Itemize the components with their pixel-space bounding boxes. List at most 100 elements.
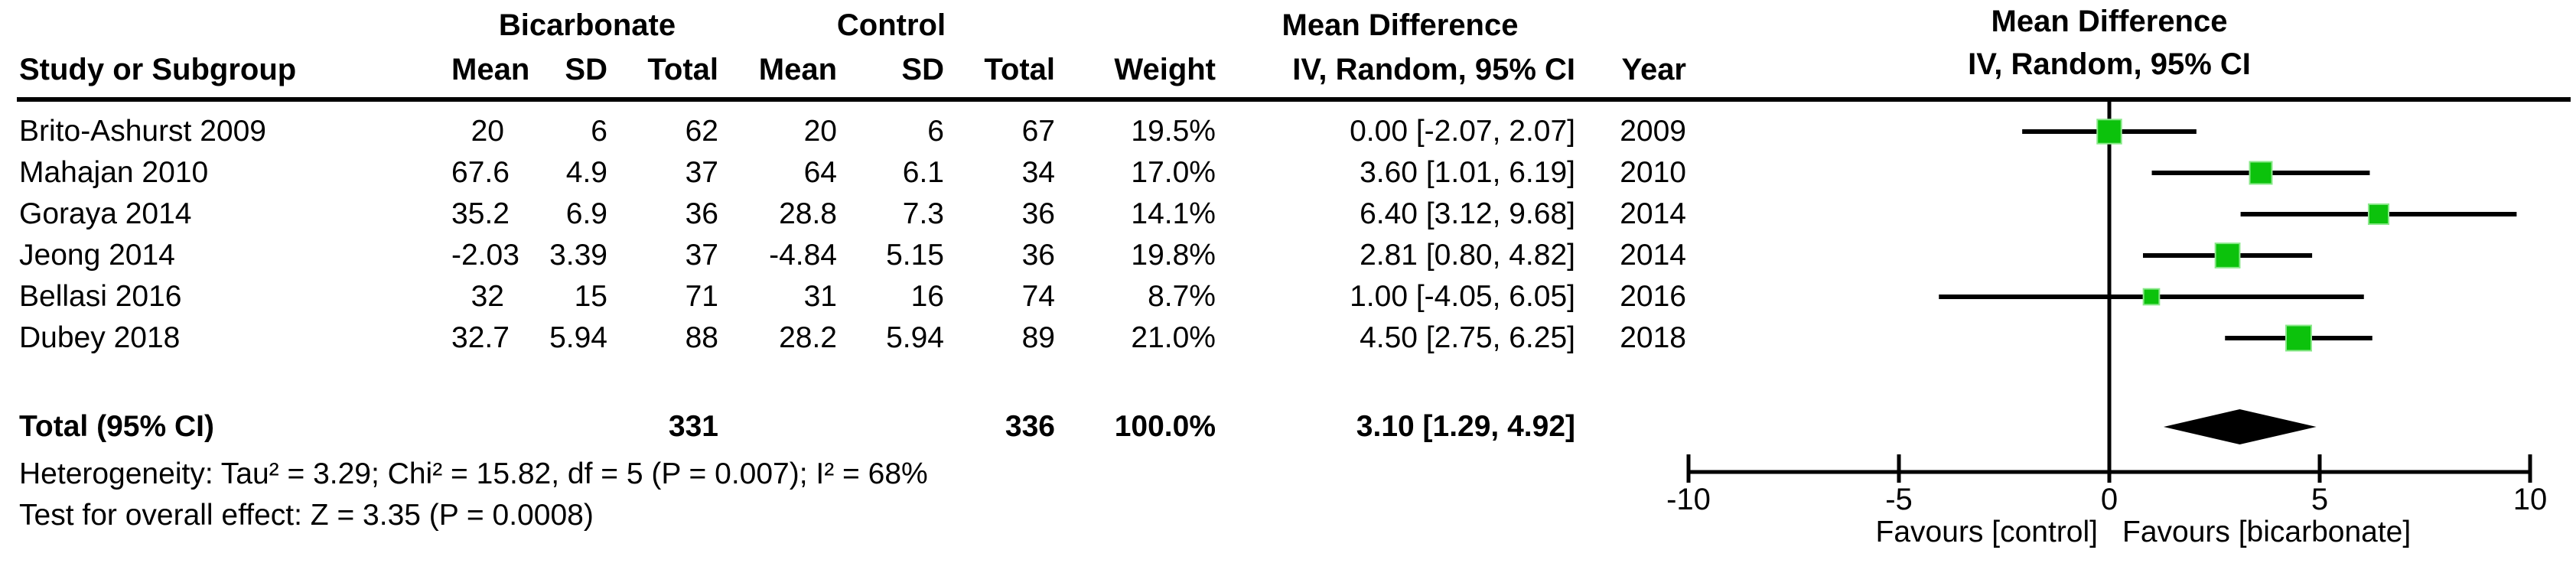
effect-square bbox=[2096, 119, 2122, 145]
col-header-ctrl-sd: SD bbox=[901, 52, 944, 86]
ctrl-sd: 5.15 bbox=[886, 239, 944, 272]
favours-left-label: Favours [control] bbox=[1876, 516, 2098, 548]
bic-mean: 20 bbox=[471, 115, 504, 148]
ctrl-mean: -4.84 bbox=[769, 239, 837, 272]
x-tick-label: 5 bbox=[2311, 483, 2328, 516]
col-header-weight: Weight bbox=[1114, 52, 1216, 86]
bic-mean: 67.6 bbox=[451, 156, 510, 189]
effect-square bbox=[2214, 242, 2241, 268]
total-md-ci: 3.10 [1.29, 4.92] bbox=[1356, 410, 1575, 443]
weight: 8.7% bbox=[1148, 280, 1216, 313]
ctrl-total: 74 bbox=[1021, 280, 1055, 313]
effect-square bbox=[2249, 161, 2273, 185]
bic-sd: 15 bbox=[574, 280, 607, 313]
ctrl-total: 36 bbox=[1021, 239, 1055, 272]
study-row: Dubey 2018 32.7 5.94 88 28.2 5.94 89 21.0% 4.50 … bbox=[0, 317, 1691, 359]
col-header-year: Year bbox=[1621, 52, 1686, 86]
col-header-ctrl-mean: Mean bbox=[758, 52, 837, 86]
year: 2014 bbox=[1620, 197, 1686, 230]
ctrl-sd: 6.1 bbox=[902, 156, 944, 189]
col-header-bic-total: Total bbox=[647, 52, 718, 86]
study-name: Dubey 2018 bbox=[19, 321, 181, 354]
column-header-row: Study or Subgroup Mean SD Total Mean SD … bbox=[0, 49, 1691, 90]
year: 2016 bbox=[1620, 280, 1686, 313]
ctrl-mean: 28.2 bbox=[779, 321, 837, 354]
effect-measure-label: Mean Difference bbox=[1281, 8, 1519, 42]
ctrl-sd: 7.3 bbox=[902, 197, 944, 230]
col-header-study: Study or Subgroup bbox=[19, 52, 297, 86]
group-label-bicarbonate: Bicarbonate bbox=[498, 8, 676, 42]
study-row: Bellasi 2016 32 15 71 31 16 74 8.7% 1.00 [-4.05,… bbox=[0, 276, 1691, 317]
total-row: Total (95% CI) 331 336 100.0% 3.10 [1.29… bbox=[0, 406, 1691, 447]
ctrl-sd: 5.94 bbox=[886, 321, 944, 354]
md-ci: 4.50 [2.75, 6.25] bbox=[1360, 321, 1575, 354]
col-header-bic-sd: SD bbox=[565, 52, 607, 86]
effect-square bbox=[2142, 288, 2161, 306]
x-tick-label: -10 bbox=[1666, 483, 1711, 516]
bic-total: 37 bbox=[685, 239, 718, 272]
heterogeneity-stats: Heterogeneity: Tau² = 3.29; Chi² = 15.82… bbox=[19, 457, 928, 490]
effect-square bbox=[2367, 203, 2390, 226]
study-name: Goraya 2014 bbox=[19, 197, 192, 230]
plot-header-line2: IV, Random, 95% CI bbox=[1968, 47, 2251, 81]
md-ci: 3.60 [1.01, 6.19] bbox=[1360, 156, 1575, 189]
total-ctrl-n: 336 bbox=[1005, 410, 1055, 443]
total-diamond bbox=[2163, 409, 2317, 444]
weight: 21.0% bbox=[1131, 321, 1216, 354]
ctrl-sd: 6 bbox=[927, 115, 944, 148]
ctrl-mean: 28.8 bbox=[779, 197, 837, 230]
bic-total: 71 bbox=[685, 280, 718, 313]
bic-total: 36 bbox=[685, 197, 718, 230]
ctrl-total: 89 bbox=[1021, 321, 1055, 354]
md-ci: 1.00 [-4.05, 6.05] bbox=[1350, 280, 1575, 313]
study-name: Bellasi 2016 bbox=[19, 280, 182, 313]
ctrl-sd: 16 bbox=[910, 280, 944, 313]
study-name: Brito-Ashurst 2009 bbox=[19, 115, 266, 148]
bic-mean: -2.03 bbox=[451, 239, 519, 272]
ctrl-mean: 31 bbox=[803, 280, 837, 313]
weight: 19.5% bbox=[1131, 115, 1216, 148]
bic-sd: 6 bbox=[591, 115, 607, 148]
favours-right-label: Favours [bicarbonate] bbox=[2122, 516, 2411, 548]
bic-sd: 5.94 bbox=[549, 321, 607, 354]
col-header-ctrl-total: Total bbox=[984, 52, 1055, 86]
md-ci: 6.40 [3.12, 9.68] bbox=[1360, 197, 1575, 230]
x-tick-label: -5 bbox=[1885, 483, 1913, 516]
bic-mean: 32.7 bbox=[451, 321, 510, 354]
ctrl-total: 67 bbox=[1021, 115, 1055, 148]
ctrl-total: 36 bbox=[1021, 197, 1055, 230]
weight: 19.8% bbox=[1131, 239, 1216, 272]
total-weight: 100.0% bbox=[1114, 410, 1216, 443]
x-tick-label: 10 bbox=[2513, 483, 2548, 516]
ctrl-total: 34 bbox=[1021, 156, 1055, 189]
plot-header-line1: Mean Difference bbox=[1991, 5, 2228, 38]
bic-mean: 32 bbox=[471, 280, 504, 313]
bic-sd: 6.9 bbox=[565, 197, 607, 230]
year: 2009 bbox=[1620, 115, 1686, 148]
year: 2014 bbox=[1620, 239, 1686, 272]
total-label: Total (95% CI) bbox=[19, 410, 214, 443]
weight: 17.0% bbox=[1131, 156, 1216, 189]
md-ci: 0.00 [-2.07, 2.07] bbox=[1350, 115, 1575, 148]
md-ci: 2.81 [0.80, 4.82] bbox=[1360, 239, 1575, 272]
total-bic-n: 331 bbox=[668, 410, 718, 443]
bic-sd: 3.39 bbox=[549, 239, 607, 272]
study-row: Mahajan 2010 67.6 4.9 37 64 6.1 34 17.0% 3.60 [1… bbox=[0, 152, 1691, 194]
header-divider-line bbox=[17, 97, 2571, 102]
year: 2010 bbox=[1620, 156, 1686, 189]
bic-total: 62 bbox=[685, 115, 718, 148]
study-name: Jeong 2014 bbox=[19, 239, 175, 272]
study-name: Mahajan 2010 bbox=[19, 156, 209, 189]
ctrl-mean: 64 bbox=[803, 156, 837, 189]
weight: 14.1% bbox=[1131, 197, 1216, 230]
study-row: Goraya 2014 35.2 6.9 36 28.8 7.3 36 14.1% 6.40 [… bbox=[0, 194, 1691, 235]
year: 2018 bbox=[1620, 321, 1686, 354]
group-label-control: Control bbox=[836, 8, 946, 42]
col-header-ci: IV, Random, 95% CI bbox=[1292, 52, 1575, 86]
ctrl-mean: 20 bbox=[803, 115, 837, 148]
bic-mean: 35.2 bbox=[451, 197, 510, 230]
study-row: Brito-Ashurst 2009 20 6 62 20 6 67 19.5% 0.00 [-… bbox=[0, 111, 1691, 152]
bic-sd: 4.9 bbox=[565, 156, 607, 189]
overall-effect-test: Test for overall effect: Z = 3.35 (P = 0… bbox=[19, 499, 594, 532]
